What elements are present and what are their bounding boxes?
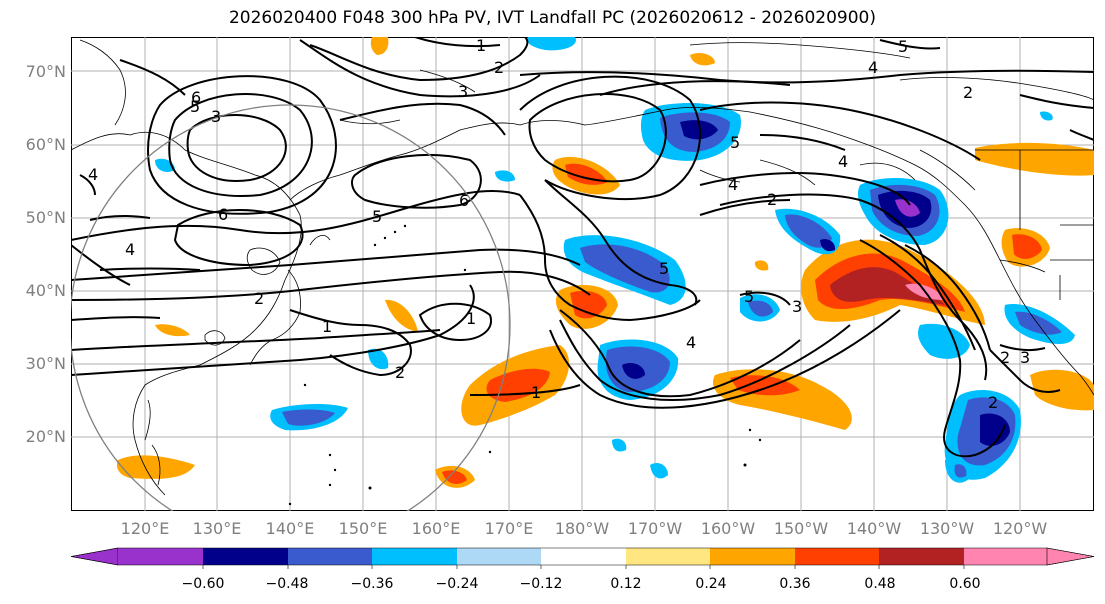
lon-label-140w: 140°W	[846, 519, 902, 538]
svg-text:5: 5	[659, 259, 669, 278]
svg-text:3: 3	[792, 297, 802, 316]
svg-text:4: 4	[686, 333, 696, 352]
svg-text:2: 2	[395, 363, 405, 382]
svg-text:1: 1	[531, 383, 541, 402]
colorbar-segment	[288, 548, 372, 565]
colorbar-segment	[710, 548, 795, 565]
colorbar-tick: 0.36	[779, 576, 811, 592]
colorbar-segment	[879, 548, 964, 565]
colorbar-outline	[70, 547, 1095, 566]
contour-labels: 1 2 3 3 5 6 6 5 6 4 2 1 1 2 1 5 5 4 3 2 …	[88, 36, 1030, 412]
lon-label-130e: 130°E	[192, 519, 242, 538]
svg-text:2: 2	[963, 83, 973, 102]
svg-text:2: 2	[767, 190, 777, 209]
lon-label-140e: 140°E	[265, 519, 315, 538]
pc-shading	[116, 37, 1094, 488]
lat-label-40n: 40°N	[25, 281, 66, 300]
colorbar-segment	[203, 548, 288, 565]
lon-label-160w: 160°W	[700, 519, 756, 538]
lon-label-180w: 180°W	[554, 519, 610, 538]
colorbar-tick: 0.24	[695, 576, 727, 592]
colorbar-tick: −0.36	[350, 576, 394, 592]
svg-text:2: 2	[494, 58, 504, 77]
svg-text:5: 5	[744, 287, 754, 306]
pv-contours	[71, 37, 1094, 458]
svg-text:5: 5	[190, 97, 200, 116]
colorbar-extend-max	[1046, 547, 1095, 566]
colorbar-tick: −0.60	[181, 576, 225, 592]
svg-text:1: 1	[322, 317, 332, 336]
svg-text:2: 2	[254, 289, 264, 308]
islands	[288, 224, 762, 506]
colorbar-tick: 0.60	[949, 576, 981, 592]
svg-text:4: 4	[868, 58, 878, 77]
lat-label-50n: 50°N	[25, 208, 66, 227]
colorbar-tick: −0.24	[435, 576, 479, 592]
lon-label-120e: 120°E	[120, 519, 170, 538]
svg-text:2: 2	[988, 393, 998, 412]
svg-text:5: 5	[730, 133, 740, 152]
svg-text:4: 4	[838, 152, 848, 171]
colorbar-segment	[118, 548, 203, 565]
colorbar-tick: 0.48	[864, 576, 896, 592]
svg-text:3: 3	[1020, 348, 1030, 367]
colorbar-segment	[795, 548, 879, 565]
lon-label-150e: 150°E	[338, 519, 388, 538]
lon-label-170w: 170°W	[627, 519, 683, 538]
svg-text:3: 3	[211, 107, 221, 126]
lon-label-150w: 150°W	[773, 519, 829, 538]
colorbar-segment	[372, 548, 457, 565]
lon-label-130w: 130°W	[919, 519, 975, 538]
figure-title: 2026020400 F048 300 hPa PV, IVT Landfall…	[228, 8, 876, 28]
lon-label-170e: 170°E	[484, 519, 534, 538]
lon-label-120w: 120°W	[992, 519, 1048, 538]
svg-text:6: 6	[218, 205, 228, 224]
svg-text:6: 6	[459, 191, 469, 210]
svg-text:4: 4	[88, 165, 98, 184]
svg-text:4: 4	[728, 175, 738, 194]
lat-label-30n: 30°N	[25, 354, 66, 373]
svg-text:5: 5	[372, 207, 382, 226]
svg-text:2: 2	[1000, 348, 1010, 367]
colorbar-tick: −0.48	[265, 576, 309, 592]
svg-text:6: 6	[191, 88, 201, 107]
svg-text:1: 1	[466, 309, 476, 328]
colorbar-tick: −0.12	[519, 576, 563, 592]
lat-label-70n: 70°N	[25, 62, 66, 81]
colorbar-tick: 0.12	[610, 576, 642, 592]
colorbar-segment	[457, 548, 541, 565]
svg-text:1: 1	[476, 36, 486, 55]
svg-text:3: 3	[458, 82, 468, 101]
lat-label-20n: 20°N	[25, 427, 66, 446]
lon-label-160e: 160°E	[411, 519, 461, 538]
colorbar-segment	[964, 548, 1047, 565]
svg-text:5: 5	[898, 37, 908, 56]
svg-text:4: 4	[125, 240, 135, 259]
colorbar-segment	[541, 548, 626, 565]
reference-circle	[71, 104, 511, 511]
colorbar-segment	[626, 548, 710, 565]
lat-label-60n: 60°N	[25, 135, 66, 154]
colorbar-extend-min	[70, 547, 119, 566]
